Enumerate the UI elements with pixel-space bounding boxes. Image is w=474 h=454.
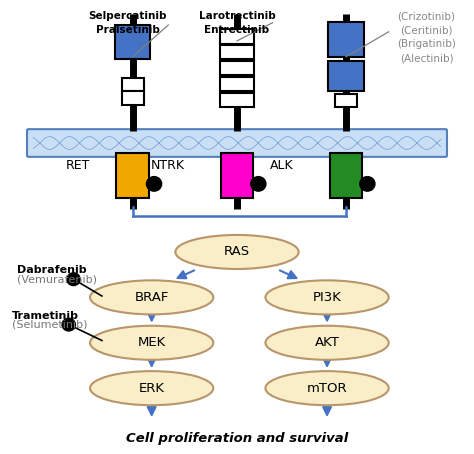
Text: BRAF: BRAF xyxy=(135,291,169,304)
Text: ALK: ALK xyxy=(270,159,294,172)
FancyBboxPatch shape xyxy=(220,61,254,75)
Ellipse shape xyxy=(175,235,299,269)
Circle shape xyxy=(62,318,75,331)
Text: Cell proliferation and survival: Cell proliferation and survival xyxy=(126,432,348,444)
FancyBboxPatch shape xyxy=(221,153,253,198)
Text: mTOR: mTOR xyxy=(307,382,347,395)
Circle shape xyxy=(251,177,266,191)
Text: RET: RET xyxy=(66,159,90,172)
FancyBboxPatch shape xyxy=(328,22,364,57)
Text: PI3K: PI3K xyxy=(313,291,341,304)
FancyBboxPatch shape xyxy=(220,93,254,107)
FancyBboxPatch shape xyxy=(115,25,150,59)
FancyBboxPatch shape xyxy=(220,29,254,44)
FancyBboxPatch shape xyxy=(122,91,144,105)
Text: NTRK: NTRK xyxy=(151,159,185,172)
FancyBboxPatch shape xyxy=(122,78,144,91)
Text: Dabrafenib: Dabrafenib xyxy=(17,265,86,275)
Ellipse shape xyxy=(90,326,213,360)
Ellipse shape xyxy=(265,371,389,405)
Text: (Selumetinib): (Selumetinib) xyxy=(12,320,87,330)
Ellipse shape xyxy=(265,326,389,360)
Text: Larotrectinib
Entrectinib: Larotrectinib Entrectinib xyxy=(199,11,275,35)
Circle shape xyxy=(67,273,80,286)
Text: MEK: MEK xyxy=(137,336,166,349)
FancyBboxPatch shape xyxy=(220,45,254,59)
Circle shape xyxy=(146,177,162,191)
Text: (Crizotinib)
(Ceritinib)
(Brigatinib)
(Alectinib): (Crizotinib) (Ceritinib) (Brigatinib) (A… xyxy=(397,11,456,64)
Text: AKT: AKT xyxy=(315,336,339,349)
FancyBboxPatch shape xyxy=(330,153,362,198)
Ellipse shape xyxy=(90,371,213,405)
Ellipse shape xyxy=(90,280,213,314)
Text: RAS: RAS xyxy=(224,246,250,258)
Text: Selpercatinib
Pralsetinib: Selpercatinib Pralsetinib xyxy=(89,11,167,35)
Circle shape xyxy=(360,177,375,191)
FancyBboxPatch shape xyxy=(328,61,364,91)
Text: ERK: ERK xyxy=(139,382,164,395)
FancyBboxPatch shape xyxy=(117,153,149,198)
FancyBboxPatch shape xyxy=(220,77,254,91)
FancyBboxPatch shape xyxy=(335,94,357,107)
FancyBboxPatch shape xyxy=(27,129,447,157)
Ellipse shape xyxy=(265,280,389,314)
Text: Trametinib: Trametinib xyxy=(12,311,79,321)
Text: (Vemurafenib): (Vemurafenib) xyxy=(17,274,97,284)
